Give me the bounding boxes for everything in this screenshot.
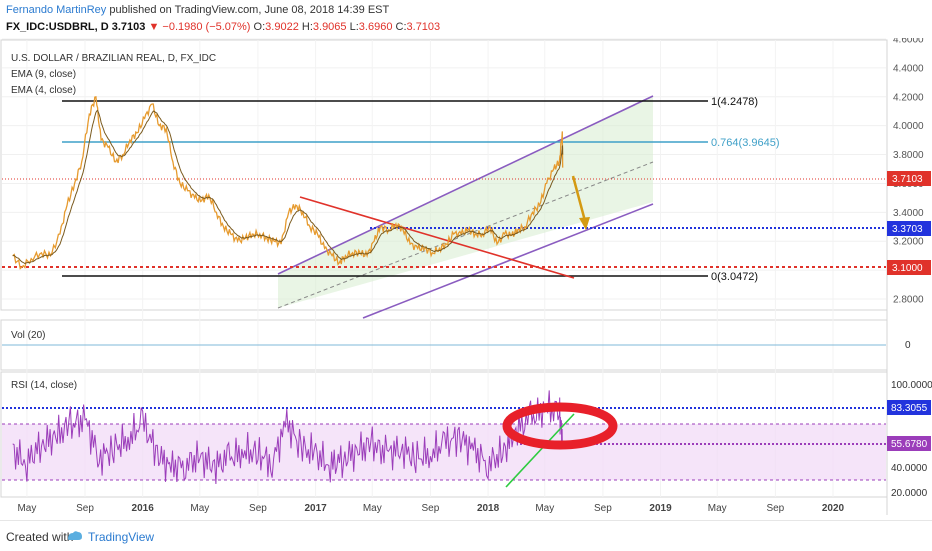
price-tick-label: 2.8000: [893, 295, 924, 306]
time-tick-label: Sep: [249, 503, 267, 514]
volume-axis-zero: 0: [905, 340, 911, 351]
price-tick-label: 4.0000: [893, 121, 924, 132]
close-label: C:: [395, 21, 407, 33]
ema-series-line: [12, 109, 564, 265]
high-label: H:: [301, 21, 313, 33]
time-tick-label: May: [190, 503, 209, 514]
price-tick-label: 4.4000: [893, 63, 924, 74]
rsi-mid-tag-text: 55.6780: [891, 439, 928, 450]
time-tick-label: 2016: [132, 503, 155, 514]
last-price-tag: [887, 171, 931, 186]
rsi-legend[interactable]: RSI (14, close): [11, 380, 77, 391]
time-tick-label: May: [363, 503, 382, 514]
time-tick-label: Sep: [766, 503, 784, 514]
rsi-axis-40: 40.0000: [891, 463, 928, 474]
ema9-legend[interactable]: EMA (9, close): [11, 69, 76, 80]
created-with-text: Created with: [6, 530, 74, 544]
rsi-trendline: [505, 413, 575, 488]
time-tick-label: 2018: [477, 503, 500, 514]
time-tick-label: 2020: [822, 503, 845, 514]
low-value: 3.6960: [358, 21, 393, 33]
time-tick-label: 2019: [649, 503, 672, 514]
price-tick-label: 4.2000: [893, 92, 924, 103]
open-value: 3.9022: [265, 21, 299, 33]
open-label: O:: [253, 21, 266, 33]
fib-1-label: 1(4.2478): [711, 96, 758, 108]
rsi-series-line: [12, 390, 564, 485]
rsi-axis-20: 20.0000: [891, 488, 928, 499]
down-arrow-icon: ▼: [148, 21, 160, 33]
close-value: 3.7103: [406, 21, 441, 33]
price-tick-label: 3.4000: [893, 208, 924, 219]
price-change: −0.1980 (−5.07%): [162, 21, 251, 33]
chart-canvas[interactable]: U.S. DOLLAR / BRAZILIAN REAL, D, FX_IDC …: [0, 38, 932, 520]
author-link[interactable]: Fernando MartinRey: [6, 4, 107, 16]
grid-lines: [2, 38, 886, 497]
time-tick-label: May: [17, 503, 36, 514]
support-3100-tag: [887, 260, 931, 275]
channel-fill: [278, 96, 653, 308]
price-tick-label: 3.8000: [893, 150, 924, 161]
chart-header: Fernando MartinRey published on TradingV…: [0, 0, 932, 38]
support-3100-tag-text: 3.1000: [892, 263, 923, 274]
price-legend: U.S. DOLLAR / BRAZILIAN REAL, D, FX_IDC …: [11, 53, 216, 96]
last-price: 3.7103: [111, 21, 146, 33]
symbol-label: FX_IDC:USDBRL, D: [6, 21, 109, 33]
footer-bar: Created with TradingView: [0, 520, 932, 551]
downtrend-line: [299, 196, 575, 279]
last-price-tag-text: 3.7103: [892, 174, 923, 185]
target-arrow-icon: [579, 217, 590, 230]
time-tick-label: Sep: [76, 503, 94, 514]
published-text: published on TradingView.com, June 08, 2…: [109, 4, 390, 16]
time-axis-ticks: May Sep 2016 May Sep 2017 May Sep 2018 May Sep 2019…: [17, 503, 844, 514]
channel-upper-line: [277, 95, 654, 275]
time-tick-label: 2017: [304, 503, 327, 514]
price-tick-label: 3.2000: [893, 237, 924, 248]
tradingview-brand-link[interactable]: TradingView: [88, 530, 155, 544]
rsi-mid-tag: [887, 436, 931, 451]
channel-lower-line: [362, 203, 654, 319]
time-tick-label: Sep: [422, 503, 440, 514]
volume-legend[interactable]: Vol (20): [11, 330, 45, 341]
fib-0-label: 0(3.0472): [711, 271, 758, 283]
level-3370-tag-text: 3.3703: [892, 224, 923, 235]
rsi-band-fill: [2, 424, 886, 480]
price-series-line: [12, 95, 564, 270]
high-value: 3.9065: [312, 21, 347, 33]
level-3370-tag: [887, 221, 931, 236]
fib-764-label: 0.764(3.9645): [711, 137, 780, 149]
time-tick-label: May: [535, 503, 554, 514]
time-tick-label: May: [708, 503, 727, 514]
time-tick-label: Sep: [594, 503, 612, 514]
publish-line: Fernando MartinRey published on TradingV…: [6, 4, 389, 16]
price-pane-border: [0, 39, 888, 311]
tradingview-logo-icon: [68, 531, 82, 540]
ema4-legend[interactable]: EMA (4, close): [11, 85, 76, 96]
rsi-highlight-ellipse: [502, 402, 618, 450]
chart-title: U.S. DOLLAR / BRAZILIAN REAL, D, FX_IDC: [11, 53, 216, 64]
target-arrow-shaft: [571, 175, 587, 222]
rsi-axis-100: 100.0000: [891, 380, 932, 391]
quote-line: FX_IDC:USDBRL, D 3.7103 ▼ −0.1980 (−5.07…: [6, 21, 440, 33]
low-label: L:: [349, 21, 359, 33]
rsi-upper-tag-text: 83.3055: [891, 403, 928, 414]
rsi-upper-tag: [887, 400, 931, 415]
price-tick-label: 4.6000: [893, 38, 924, 46]
